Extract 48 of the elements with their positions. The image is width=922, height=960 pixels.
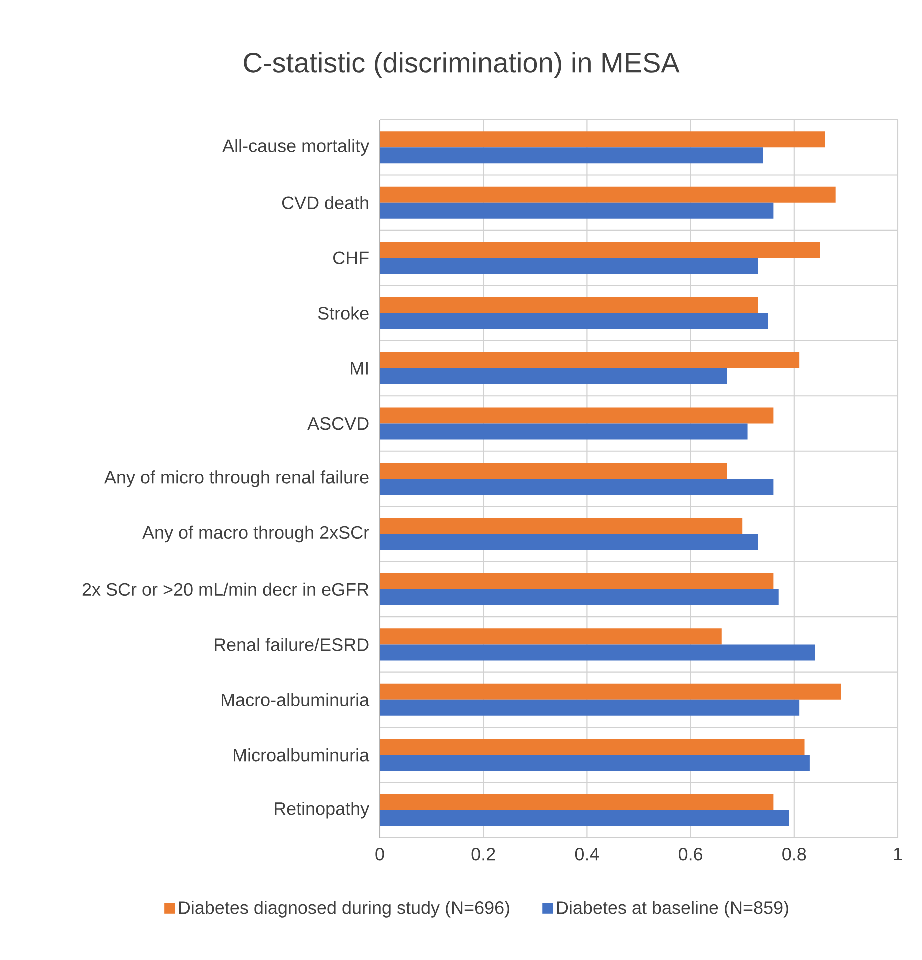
y-tick-label: Any of micro through renal failure <box>104 470 369 488</box>
y-tick-label: Renal failure/ESRD <box>215 638 369 652</box>
y-tick-label: ASCVD <box>308 417 369 430</box>
y-tick-label: Microalbuminuria <box>234 748 370 762</box>
y-tick-label: Any of macro through 2xSCr <box>142 526 370 543</box>
bar <box>380 589 779 606</box>
bar <box>380 424 748 440</box>
x-tick-label: 0.8 <box>782 848 806 861</box>
bar <box>380 242 820 258</box>
x-tick-label: 0.2 <box>472 848 496 861</box>
bar <box>380 573 774 590</box>
y-tick-label: Macro-albuminuria <box>222 693 370 707</box>
y-tick-label: MI <box>351 362 368 375</box>
bar <box>380 462 728 479</box>
bar <box>380 518 743 534</box>
bar <box>380 297 758 314</box>
bar <box>380 534 758 550</box>
bar <box>380 739 805 756</box>
chart-title: C-statistic (discrimination) in MESA <box>244 52 680 78</box>
y-tick-label: Stroke <box>318 306 369 320</box>
bar <box>380 132 826 148</box>
bar <box>380 479 774 495</box>
x-tick-label: 0 <box>376 848 384 861</box>
bar <box>380 352 800 369</box>
bar <box>380 313 769 330</box>
bar <box>380 148 764 164</box>
y-tick-label: Retinopathy <box>275 802 370 819</box>
bar <box>380 628 722 645</box>
bar <box>380 684 842 700</box>
y-tick-label: CHF <box>334 252 369 264</box>
x-tick-label: 0.6 <box>679 848 703 861</box>
legend-label: Diabetes diagnosed during study (N=696) <box>179 901 510 918</box>
bar <box>380 202 774 219</box>
y-tick-label: 2x SCr or >20 mL/min decr in eGFR <box>82 582 369 596</box>
bar <box>380 794 774 810</box>
bar <box>380 186 836 203</box>
bar <box>380 408 774 424</box>
legend-label: Diabetes at baseline (N=859) <box>557 901 788 918</box>
bar <box>380 644 816 661</box>
x-tick-label: 1 <box>894 848 902 860</box>
bar <box>380 368 728 385</box>
x-tick-label: 0.4 <box>575 848 600 861</box>
bar <box>380 258 758 274</box>
bar <box>380 755 810 772</box>
y-tick-label: CVD death <box>282 196 368 210</box>
y-tick-label: All-cause mortality <box>222 139 370 156</box>
bar <box>380 810 790 826</box>
bar <box>380 700 800 716</box>
